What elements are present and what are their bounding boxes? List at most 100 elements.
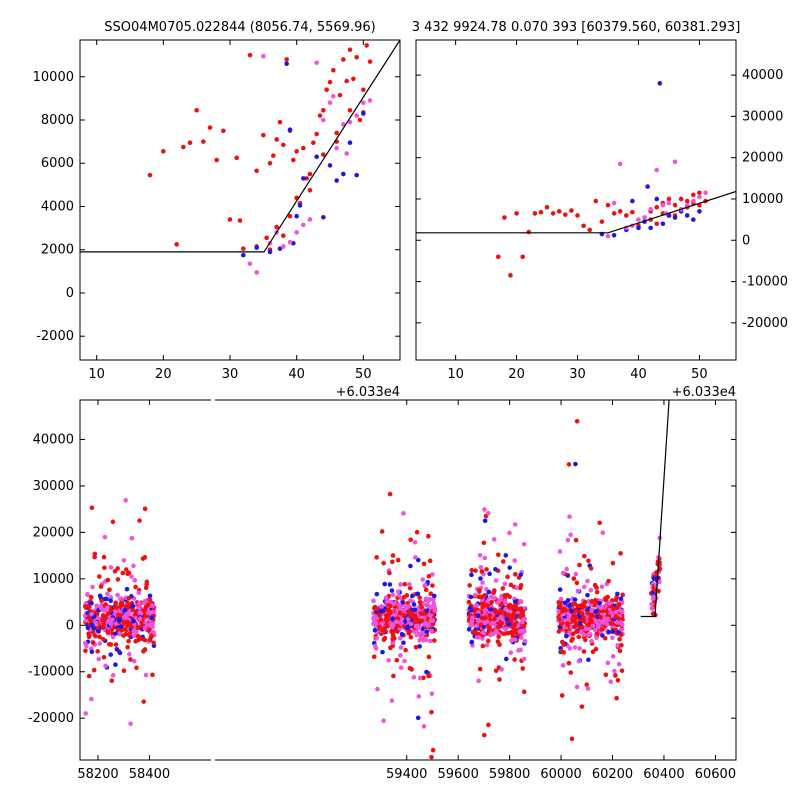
data-point xyxy=(147,593,153,599)
data-point xyxy=(378,617,384,622)
data-point xyxy=(565,537,571,543)
data-point xyxy=(408,621,414,627)
data-point xyxy=(597,520,602,526)
data-point xyxy=(100,617,105,622)
y-tick-label: 6000 xyxy=(41,156,74,171)
data-point xyxy=(137,616,143,621)
data-point xyxy=(419,634,425,640)
data-point xyxy=(373,623,379,629)
data-point xyxy=(651,596,656,601)
data-point xyxy=(481,630,486,635)
data-point xyxy=(574,629,580,634)
x-tick-label: 58200 xyxy=(77,767,118,782)
data-point xyxy=(137,610,143,616)
data-point xyxy=(573,571,579,577)
data-point xyxy=(151,629,156,635)
data-point xyxy=(86,673,92,679)
data-point xyxy=(304,176,309,181)
plot-area xyxy=(416,81,736,278)
data-point xyxy=(577,646,582,651)
data-point xyxy=(588,566,594,571)
data-point xyxy=(615,643,620,648)
data-point xyxy=(428,617,434,622)
x-tick-label: 20 xyxy=(155,367,172,382)
data-point xyxy=(615,591,620,597)
data-point xyxy=(136,600,142,606)
data-point xyxy=(387,603,393,609)
data-point xyxy=(247,261,253,267)
data-point xyxy=(411,602,417,607)
data-point xyxy=(587,617,593,622)
data-point xyxy=(89,696,94,702)
data-point xyxy=(403,647,408,653)
data-point xyxy=(585,686,591,691)
data-point xyxy=(500,586,506,591)
data-point xyxy=(576,658,582,664)
data-point xyxy=(413,555,418,560)
data-point xyxy=(83,711,88,716)
data-point xyxy=(469,567,475,573)
data-point xyxy=(281,142,286,148)
y-tick-label: -20000 xyxy=(28,711,74,726)
data-point xyxy=(374,591,380,597)
data-point xyxy=(512,558,518,563)
data-point xyxy=(484,619,490,624)
data-point xyxy=(247,52,253,58)
data-point xyxy=(514,211,519,216)
data-point xyxy=(121,668,127,674)
data-point xyxy=(506,622,512,627)
data-point xyxy=(520,666,526,671)
data-point xyxy=(518,582,524,588)
data-point xyxy=(327,100,333,106)
data-point xyxy=(500,631,506,636)
data-point xyxy=(390,636,396,642)
data-point xyxy=(150,609,155,615)
data-point xyxy=(321,117,326,123)
data-point xyxy=(324,87,329,93)
data-point xyxy=(383,595,389,601)
data-point xyxy=(604,609,609,614)
data-point xyxy=(482,555,488,561)
data-point xyxy=(593,646,599,652)
data-point xyxy=(181,144,186,150)
data-point xyxy=(373,643,378,649)
data-point xyxy=(482,518,488,524)
y-tick-label: 10000 xyxy=(33,70,74,85)
data-point xyxy=(134,665,139,671)
x-tick-label: 10 xyxy=(447,367,464,382)
data-point xyxy=(565,621,570,626)
y-tick-label: 40000 xyxy=(33,432,74,447)
axes-frame xyxy=(415,39,737,361)
data-point xyxy=(483,608,489,613)
data-point xyxy=(423,587,429,593)
data-point xyxy=(430,621,436,627)
data-point xyxy=(401,640,406,646)
data-point xyxy=(97,593,103,599)
data-point xyxy=(607,601,612,606)
data-point xyxy=(513,572,518,577)
data-point xyxy=(585,610,591,616)
data-point xyxy=(648,206,653,212)
data-point xyxy=(518,598,523,604)
data-point xyxy=(100,613,106,618)
data-point xyxy=(606,578,611,584)
chart-title: SSO04M0705.022844 (8056.74, 5569.96) xyxy=(104,20,375,35)
data-point xyxy=(83,604,88,609)
data-point xyxy=(566,660,572,666)
data-point xyxy=(85,625,91,631)
data-point xyxy=(187,140,193,146)
data-point xyxy=(88,594,94,600)
data-point xyxy=(424,669,429,675)
data-point xyxy=(395,589,401,594)
data-point xyxy=(630,198,635,204)
data-point xyxy=(642,215,647,220)
data-point xyxy=(127,651,132,657)
x-tick-label: 60400 xyxy=(643,767,684,782)
data-point xyxy=(401,511,406,516)
data-point xyxy=(381,560,386,566)
data-point xyxy=(586,626,592,632)
data-point xyxy=(105,591,110,597)
data-point xyxy=(118,624,124,629)
data-point xyxy=(90,640,96,646)
data-point xyxy=(415,715,421,721)
